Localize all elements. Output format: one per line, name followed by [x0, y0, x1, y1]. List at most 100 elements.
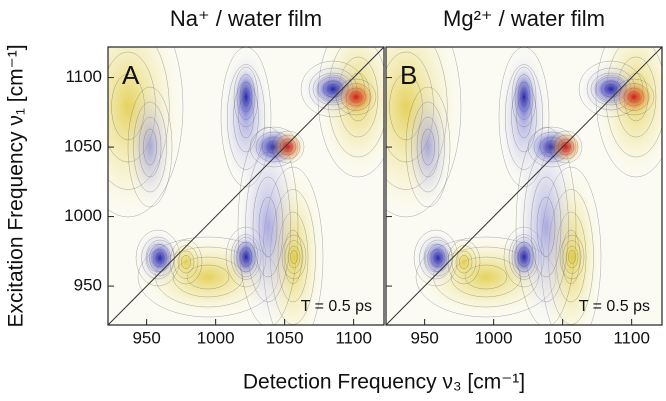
- contour-shading: [170, 240, 202, 284]
- contour-shading: [406, 87, 450, 207]
- contour-line: [515, 126, 577, 325]
- contour-line: [568, 250, 576, 264]
- contour-line: [557, 138, 575, 156]
- contour-line: [233, 236, 259, 278]
- contour-line: [155, 252, 165, 264]
- y-tick-label: 950: [74, 276, 102, 295]
- contour-line: [517, 246, 531, 268]
- diagonal: [108, 47, 384, 325]
- contour-line: [549, 130, 583, 164]
- contour-line: [520, 87, 528, 107]
- contour-shading: [336, 79, 376, 115]
- contour-line: [562, 240, 582, 274]
- contour-line: [411, 101, 445, 193]
- panel-title: Mg²⁺ / water film: [443, 6, 605, 31]
- contour-line: [514, 241, 534, 273]
- contour-line: [627, 91, 641, 103]
- contour-line: [173, 245, 199, 279]
- contour-line: [143, 128, 157, 166]
- contour-line: [560, 141, 572, 153]
- x-tick-label: 1000: [475, 328, 513, 347]
- contour-line: [127, 86, 173, 208]
- contour-line: [180, 255, 192, 269]
- contour-line: [349, 91, 363, 103]
- contour-line: [451, 245, 477, 279]
- contour-shading: [238, 127, 298, 325]
- contour-line: [138, 116, 162, 178]
- contour-line: [242, 250, 250, 264]
- y-tick-label: 1100: [65, 67, 102, 86]
- contour-shading: [512, 237, 536, 277]
- x-tick-label: 1100: [613, 328, 650, 347]
- contour-line: [237, 126, 299, 325]
- contour-line: [386, 47, 448, 190]
- contour-line: [613, 78, 655, 116]
- contour-line: [258, 196, 278, 258]
- contour-line: [133, 101, 167, 193]
- contour-line: [275, 134, 301, 160]
- panel-title: Na⁺ / water film: [170, 6, 322, 31]
- plot-frame: [385, 46, 663, 326]
- panel-label: A: [122, 60, 140, 90]
- annotation: T = 0.5 ps: [579, 298, 650, 315]
- contour-line: [536, 196, 556, 258]
- contour-line: [239, 246, 253, 268]
- x-tick-label: 950: [132, 328, 160, 347]
- y-tick-label: 1000: [64, 206, 102, 225]
- contour-line: [242, 87, 250, 107]
- contour-line: [236, 74, 256, 120]
- contour-line: [239, 81, 253, 113]
- contour-shading: [560, 235, 584, 279]
- x-axis-label: Detection Frequency ν₃ [cm⁻¹]: [243, 371, 525, 394]
- contour-shading: [424, 240, 452, 276]
- contour-shading: [614, 79, 654, 115]
- contour-line: [618, 83, 650, 111]
- contour-line: [433, 252, 443, 264]
- contour-line: [335, 78, 377, 116]
- contour-shading: [512, 67, 536, 127]
- diagonal: [386, 47, 662, 325]
- x-tick-label: 950: [410, 328, 438, 347]
- contour-line: [152, 248, 168, 268]
- y-axis-label: Excitation Frequency ν₁ [cm⁻¹]: [5, 44, 28, 327]
- contour-line: [405, 86, 451, 208]
- contour-line: [565, 245, 579, 269]
- contour-line: [108, 47, 184, 218]
- contour-line: [281, 234, 307, 280]
- contour-line: [511, 66, 537, 128]
- contour-line: [553, 134, 579, 160]
- contour-line: [345, 87, 367, 107]
- contour-line: [559, 234, 585, 280]
- y-tick-label: 1050: [64, 137, 102, 156]
- panel-label: B: [400, 60, 417, 90]
- contour-line: [514, 74, 534, 120]
- contour-shading: [146, 240, 174, 276]
- contour-shading: [282, 235, 306, 279]
- contour-line: [421, 128, 435, 166]
- contour-shading: [550, 131, 582, 163]
- contour-shading: [234, 237, 258, 277]
- contour-line: [108, 47, 170, 190]
- contour-line: [284, 240, 304, 274]
- annotation: T = 0.5 ps: [301, 298, 372, 315]
- contour-area: [386, 47, 662, 325]
- contour-shading: [448, 240, 480, 284]
- contour-line: [623, 87, 645, 107]
- contour-shading: [272, 131, 304, 163]
- contour-line: [252, 176, 284, 278]
- contour-line: [279, 138, 297, 156]
- x-tick-label: 1050: [266, 328, 304, 347]
- contour-line: [177, 250, 195, 274]
- plot-frame: [107, 46, 385, 326]
- x-tick-label: 1100: [335, 328, 372, 347]
- contour-line: [340, 83, 372, 111]
- contour-line: [386, 47, 462, 218]
- contour-shading: [234, 67, 258, 127]
- panel: 950 1000 1050 1100 Mg²⁺ / water film B T = 0.5…: [385, 6, 663, 347]
- contour-line: [455, 250, 473, 274]
- contour-line: [517, 81, 531, 113]
- contour-line: [290, 250, 298, 264]
- x-tick-label: 1050: [544, 328, 582, 347]
- contour-line: [236, 241, 256, 273]
